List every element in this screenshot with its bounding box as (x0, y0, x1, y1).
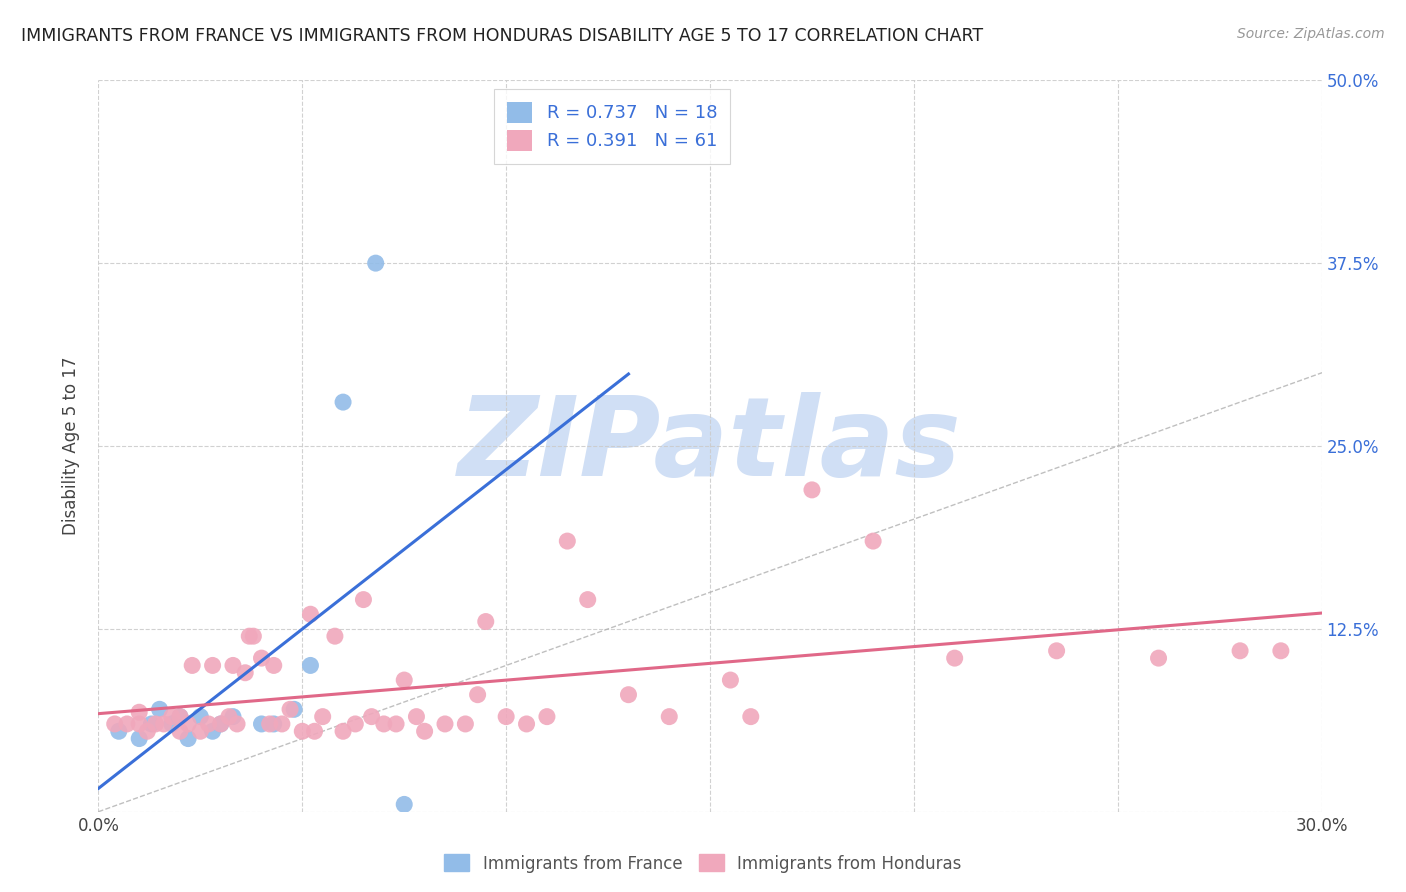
Point (222, 658, 245, 673)
Point (188, 709, 212, 723)
Point (233, 665, 256, 680)
Point (152, 717, 174, 731)
Text: Source: ZipAtlas.com: Source: ZipAtlas.com (1237, 27, 1385, 41)
Point (188, 724, 212, 739)
Point (177, 731, 200, 746)
Y-axis label: Disability Age 5 to 17: Disability Age 5 to 17 (62, 357, 80, 535)
Point (169, 724, 191, 739)
Point (467, 688, 489, 702)
Legend: Immigrants from France, Immigrants from Honduras: Immigrants from France, Immigrants from … (437, 847, 969, 880)
Point (495, 709, 517, 723)
Point (332, 724, 354, 739)
Point (145, 717, 167, 731)
Point (373, 717, 395, 731)
Point (181, 658, 204, 673)
Point (160, 717, 183, 731)
Point (304, 724, 326, 739)
Point (115, 717, 138, 731)
Point (557, 534, 579, 549)
Point (385, 717, 408, 731)
Point (177, 717, 200, 731)
Point (128, 717, 150, 731)
Point (250, 717, 273, 731)
Point (259, 717, 281, 731)
Point (364, 256, 387, 270)
Text: ZIPatlas: ZIPatlas (458, 392, 962, 500)
Point (149, 702, 172, 716)
Point (242, 629, 264, 643)
Point (516, 717, 538, 731)
Point (201, 724, 224, 739)
Point (250, 651, 273, 665)
Point (222, 709, 245, 723)
Point (405, 709, 427, 723)
Point (263, 717, 285, 731)
Point (238, 629, 260, 643)
Text: IMMIGRANTS FROM FRANCE VS IMMIGRANTS FROM HONDURAS DISABILITY AGE 5 TO 17 CORREL: IMMIGRANTS FROM FRANCE VS IMMIGRANTS FRO… (21, 27, 983, 45)
Point (474, 615, 498, 629)
Point (104, 717, 127, 731)
Point (617, 688, 640, 702)
Point (344, 717, 367, 731)
Point (299, 607, 322, 622)
Point (312, 709, 335, 723)
Point (209, 717, 232, 731)
Point (136, 724, 159, 739)
Point (263, 658, 285, 673)
Point (283, 702, 305, 716)
Point (360, 709, 382, 723)
Point (392, 673, 416, 687)
Point (226, 717, 249, 731)
Point (943, 651, 966, 665)
Point (160, 709, 183, 723)
Point (434, 717, 457, 731)
Point (1270, 644, 1292, 658)
Point (1147, 651, 1170, 665)
Point (536, 709, 558, 723)
Point (218, 709, 240, 723)
Point (413, 724, 436, 739)
Point (128, 705, 150, 719)
Point (169, 709, 191, 723)
Point (576, 592, 599, 607)
Point (720, 673, 742, 687)
Point (323, 629, 346, 643)
Point (801, 483, 824, 497)
Point (169, 709, 191, 723)
Point (332, 395, 354, 409)
Legend: R = 0.737   N = 18, R = 0.391   N = 61: R = 0.737 N = 18, R = 0.391 N = 61 (495, 89, 730, 163)
Point (270, 717, 294, 731)
Point (108, 724, 131, 739)
Point (299, 658, 322, 673)
Point (197, 717, 219, 731)
Point (392, 797, 416, 812)
Point (454, 717, 477, 731)
Point (141, 717, 163, 731)
Point (352, 592, 374, 607)
Point (128, 731, 150, 746)
Point (862, 534, 884, 549)
Point (1229, 644, 1251, 658)
Point (278, 702, 301, 716)
Point (201, 658, 224, 673)
Point (658, 709, 681, 723)
Point (209, 717, 232, 731)
Point (740, 709, 762, 723)
Point (1045, 644, 1069, 658)
Point (291, 724, 314, 739)
